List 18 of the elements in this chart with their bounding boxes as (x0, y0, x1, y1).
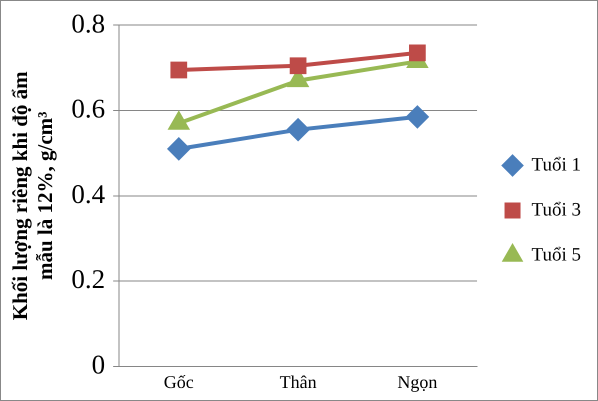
point (168, 138, 190, 160)
point (290, 57, 306, 74)
point (409, 44, 426, 62)
point (287, 118, 310, 141)
y-tick-label: 0.8 (71, 8, 106, 38)
y-tick-label: 0.4 (71, 178, 106, 209)
y-axis-title: Khối lượng riêng khi độ ẩm mẫu là 12%, g/cm³ (8, 70, 58, 320)
y-tick-label: 0.6 (71, 94, 106, 124)
x-tick-label: Ngọn (397, 372, 438, 392)
point (170, 62, 188, 78)
x-tick-label: Gốc (164, 372, 194, 392)
y-tick-label: 0 (92, 349, 106, 380)
legend-label: Tuổi 3 (532, 199, 581, 220)
legend-label: Tuổi 5 (532, 244, 581, 266)
y-tick-label: 0.2 (71, 264, 106, 294)
x-tick-label: Thân (280, 372, 317, 392)
legend-label: Tuổi 1 (532, 154, 581, 176)
point (406, 106, 428, 128)
